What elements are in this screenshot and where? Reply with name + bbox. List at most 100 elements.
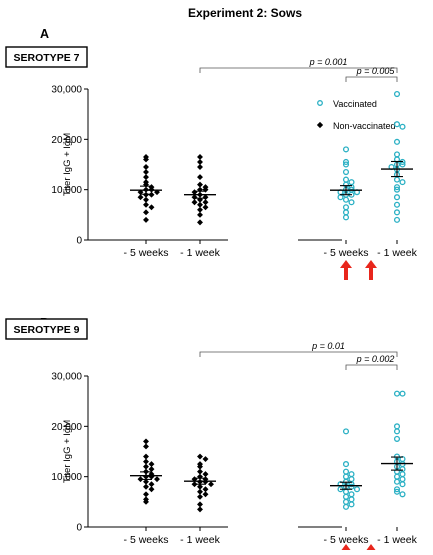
data-point-vaccinated bbox=[393, 138, 401, 145]
data-point-vaccinated bbox=[342, 493, 350, 500]
data-point-vaccinated bbox=[393, 486, 401, 493]
data-point-vaccinated bbox=[393, 473, 401, 480]
data-point-vaccinated bbox=[393, 121, 401, 128]
data-point-nonvaccinated bbox=[197, 211, 203, 218]
data-point-vaccinated bbox=[342, 214, 350, 221]
data-point-nonvaccinated bbox=[143, 201, 149, 208]
data-point-vaccinated bbox=[399, 390, 406, 397]
y-tick-label: 10,000 bbox=[51, 185, 82, 196]
data-point-vaccinated bbox=[393, 194, 401, 201]
serotype-label: SEROTYPE 7 bbox=[14, 52, 80, 64]
data-point-vaccinated bbox=[348, 199, 355, 206]
data-point-nonvaccinated bbox=[197, 506, 203, 513]
data-point-vaccinated bbox=[342, 473, 350, 480]
data-point-nonvaccinated bbox=[143, 209, 149, 216]
data-point-vaccinated bbox=[342, 204, 350, 211]
legend-marker-vaccinated bbox=[317, 100, 323, 106]
data-point-nonvaccinated bbox=[148, 204, 155, 211]
data-point-nonvaccinated bbox=[197, 493, 203, 500]
data-point-vaccinated bbox=[393, 90, 401, 98]
data-point-nonvaccinated bbox=[143, 483, 149, 490]
data-point-vaccinated bbox=[342, 428, 350, 435]
x-tick-label: - 1 week bbox=[180, 247, 220, 259]
data-point-nonvaccinated bbox=[208, 481, 214, 488]
data-point-nonvaccinated bbox=[143, 216, 149, 223]
data-point-vaccinated bbox=[393, 390, 401, 397]
legend-label-vaccinated: Vaccinated bbox=[333, 99, 377, 109]
panel-a-letter: A bbox=[40, 27, 49, 41]
data-point-vaccinated bbox=[348, 491, 355, 498]
y-tick-label: 20,000 bbox=[51, 135, 82, 146]
data-point-vaccinated bbox=[393, 488, 401, 495]
vaccination-arrow-icon bbox=[365, 260, 377, 280]
data-point-nonvaccinated bbox=[197, 164, 203, 170]
vaccination-arrow-icon bbox=[340, 260, 352, 280]
data-point-vaccinated bbox=[399, 476, 406, 483]
legend: Vaccinated Non-vaccinated bbox=[316, 99, 396, 131]
data-point-vaccinated bbox=[342, 461, 350, 468]
data-point-vaccinated bbox=[348, 476, 355, 483]
legend-label-nonvaccinated: Non-vaccinated bbox=[333, 121, 396, 131]
data-point-vaccinated bbox=[393, 435, 401, 442]
data-point-vaccinated bbox=[348, 179, 355, 186]
y-tick-label: 20,000 bbox=[51, 422, 82, 433]
data-point-vaccinated bbox=[393, 184, 401, 191]
y-tick-label: 30,000 bbox=[51, 372, 82, 383]
y-axis-label: Titer IgG + IgM bbox=[62, 420, 73, 483]
y-tick-label: 0 bbox=[76, 523, 82, 534]
data-point-vaccinated bbox=[353, 486, 361, 493]
data-point-nonvaccinated bbox=[202, 456, 209, 463]
data-point-vaccinated bbox=[399, 491, 406, 498]
data-point-vaccinated bbox=[399, 466, 406, 473]
x-tick-label: - 5 weeks bbox=[124, 247, 169, 259]
y-tick-label: 0 bbox=[76, 236, 82, 247]
data-point-nonvaccinated bbox=[197, 219, 203, 226]
data-point-vaccinated bbox=[399, 123, 406, 130]
y-axis-label: Titer IgG + IgM bbox=[62, 133, 73, 196]
x-tick-label: - 5 weeks bbox=[124, 534, 169, 546]
data-point-vaccinated bbox=[393, 423, 401, 430]
data-point-vaccinated bbox=[342, 158, 350, 166]
data-point-vaccinated bbox=[342, 169, 350, 176]
data-point-vaccinated bbox=[399, 471, 406, 478]
legend-marker-nonvaccinated bbox=[316, 121, 324, 129]
significance-bracket bbox=[199, 351, 398, 357]
significance-bracket bbox=[345, 76, 398, 82]
data-point-vaccinated bbox=[393, 176, 401, 183]
x-tick-label: - 1 week bbox=[180, 534, 220, 546]
data-point-vaccinated bbox=[393, 151, 401, 158]
data-point-vaccinated bbox=[393, 186, 401, 193]
x-tick-label: - 5 weeks bbox=[324, 247, 369, 259]
data-point-vaccinated bbox=[393, 216, 401, 223]
data-point-nonvaccinated bbox=[191, 199, 198, 206]
data-point-vaccinated bbox=[337, 194, 344, 201]
figure-title: Experiment 2: Sows bbox=[188, 6, 302, 20]
significance-bracket bbox=[345, 364, 398, 370]
data-point-vaccinated bbox=[348, 496, 355, 503]
data-point-nonvaccinated bbox=[143, 443, 149, 450]
panel-b: SEROTYPE 9 0 10,000 20,000 30,000 Titer IgG +… bbox=[5, 318, 418, 555]
panel-a: SEROTYPE 7 0 10,000 20,000 30,000 Titer IgG +… bbox=[5, 46, 418, 280]
data-point-vaccinated bbox=[342, 503, 350, 510]
data-point-vaccinated bbox=[342, 161, 350, 168]
data-point-nonvaccinated bbox=[202, 491, 209, 498]
data-point-nonvaccinated bbox=[197, 453, 203, 460]
data-point-nonvaccinated bbox=[137, 194, 144, 201]
data-point-nonvaccinated bbox=[202, 204, 209, 211]
data-point-vaccinated bbox=[342, 468, 350, 475]
data-point-vaccinated bbox=[393, 478, 401, 485]
data-point-vaccinated bbox=[399, 161, 406, 168]
data-point-nonvaccinated bbox=[154, 476, 160, 483]
p-value-label: p = 0.005 bbox=[356, 66, 396, 76]
y-tick-label: 30,000 bbox=[51, 85, 82, 96]
serotype-box bbox=[5, 318, 88, 340]
data-point-vaccinated bbox=[393, 201, 401, 208]
x-tick-label: - 5 weeks bbox=[324, 534, 369, 546]
serotype-box bbox=[5, 46, 88, 68]
data-point-vaccinated bbox=[348, 501, 355, 508]
p-value-label: p = 0.002 bbox=[356, 354, 395, 364]
data-point-vaccinated bbox=[342, 498, 350, 505]
data-point-vaccinated bbox=[393, 209, 401, 216]
data-point-vaccinated bbox=[399, 179, 406, 186]
